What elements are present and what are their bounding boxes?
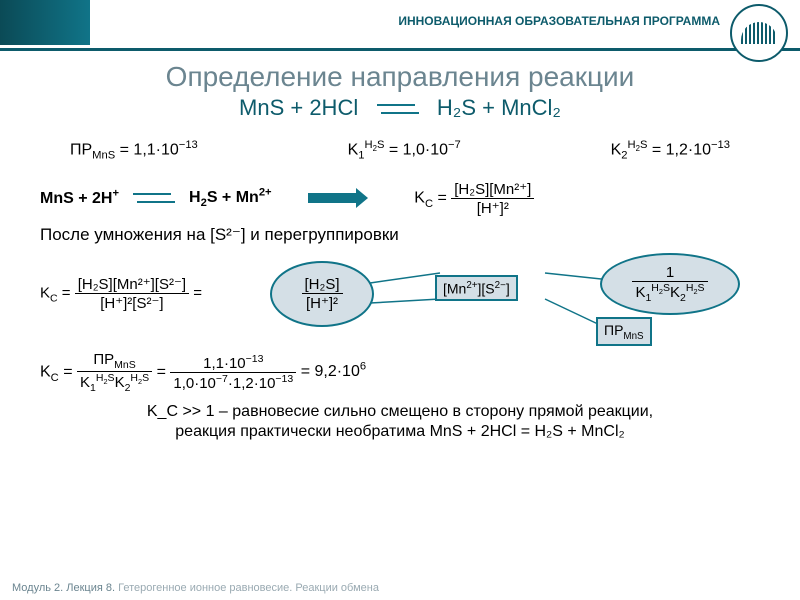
header-stripe (0, 0, 90, 45)
calc-num2: 1,1·10−13 (170, 353, 296, 373)
program-label: ИННОВАЦИОННАЯ ОБРАЗОВАТЕЛЬНАЯ ПРОГРАММА (398, 14, 720, 28)
header: ИННОВАЦИОННАЯ ОБРАЗОВАТЕЛЬНАЯ ПРОГРАММА (0, 0, 800, 51)
big-arrow-icon (308, 190, 368, 206)
factor-box-1: [Mn2+][S2−] (435, 275, 518, 302)
footer-module: Модуль 2. Лекция 8. (12, 582, 115, 594)
calc-result: = 9,2·106 (301, 363, 366, 380)
reversible-arrow-icon (377, 102, 419, 116)
conclusion: K_C >> 1 – равновесие сильно смещено в с… (40, 402, 760, 444)
const-k1: K1H2S = 1,0·10−7 (348, 139, 461, 162)
kc-definition: KC = [H₂S][Mn²⁺] [H⁺]² (414, 180, 534, 217)
content-area: ПРMnS = 1,1·10−13 K1H2S = 1,0·10−7 K2H2S… (0, 121, 800, 443)
logo-icon (741, 22, 777, 44)
decomposition-row: KC = [H₂S][Mn²⁺][S²⁻] [H⁺]²[S²⁻] = [H₂S]… (40, 251, 760, 341)
calc-num1: ПРMnS (77, 351, 152, 372)
factor-box-2: ПРMnS (596, 317, 652, 347)
reversible-arrow-icon (133, 191, 175, 205)
kc-exp-den: [H⁺]²[S²⁻] (75, 294, 189, 312)
ionic-right: H2S + Mn2+ (189, 187, 272, 210)
kc-den: [H⁺]² (451, 199, 534, 217)
kc-num: [H₂S][Mn²⁺] (451, 180, 534, 199)
ell2-den: K1H2SK2H2S (632, 282, 707, 304)
footer: Модуль 2. Лекция 8. Гетерогенное ионное … (12, 582, 379, 594)
reaction-equation: MnS + 2HCl H₂S + MnCl₂ (0, 95, 800, 121)
calc-den1: K1H2SK2H2S (77, 372, 152, 394)
footer-topic: Гетерогенное ионное равновесие. Реакции … (118, 582, 379, 594)
const-pr-mns: ПРMnS = 1,1·10−13 (70, 139, 198, 162)
page-title: Определение направления реакции (0, 61, 800, 93)
reaction-left: MnS + 2HCl (239, 95, 358, 120)
conclusion-line2: реакция практически необратима MnS + 2HC… (175, 423, 624, 440)
ell2-num: 1 (632, 264, 707, 282)
ionic-left: MnS + 2H+ (40, 188, 119, 208)
university-logo (730, 4, 788, 62)
reaction-right: H₂S + MnCl₂ (437, 95, 561, 120)
multiply-text: После умножения на [S²⁻] и перегруппиров… (40, 225, 760, 245)
calc-den2: 1,0·10−7·1,2·10−13 (170, 373, 296, 392)
const-k2: K2H2S = 1,2·10−13 (611, 139, 730, 162)
kc-calculation: KC = ПРMnS K1H2SK2H2S = 1,1·10−13 1,0·10… (40, 351, 760, 394)
kc-exp-num: [H₂S][Mn²⁺][S²⁻] (75, 275, 189, 294)
kc-expanded: KC = [H₂S][Mn²⁺][S²⁻] [H⁺]²[S²⁻] = (40, 275, 202, 312)
factor-ellipse-2: 1 K1H2SK2H2S (600, 253, 740, 315)
conclusion-line1: K_C >> 1 – равновесие сильно смещено в с… (147, 403, 653, 420)
constants-row: ПРMnS = 1,1·10−13 K1H2S = 1,0·10−7 K2H2S… (70, 139, 730, 162)
factor-ellipse-1: [H₂S] [H⁺]² (270, 261, 374, 327)
ell1-num: [H₂S] (302, 276, 343, 294)
ell1-den: [H⁺]² (302, 294, 343, 312)
ionic-equation-row: MnS + 2H+ H2S + Mn2+ KC = [H₂S][Mn²⁺] [H… (40, 180, 760, 217)
